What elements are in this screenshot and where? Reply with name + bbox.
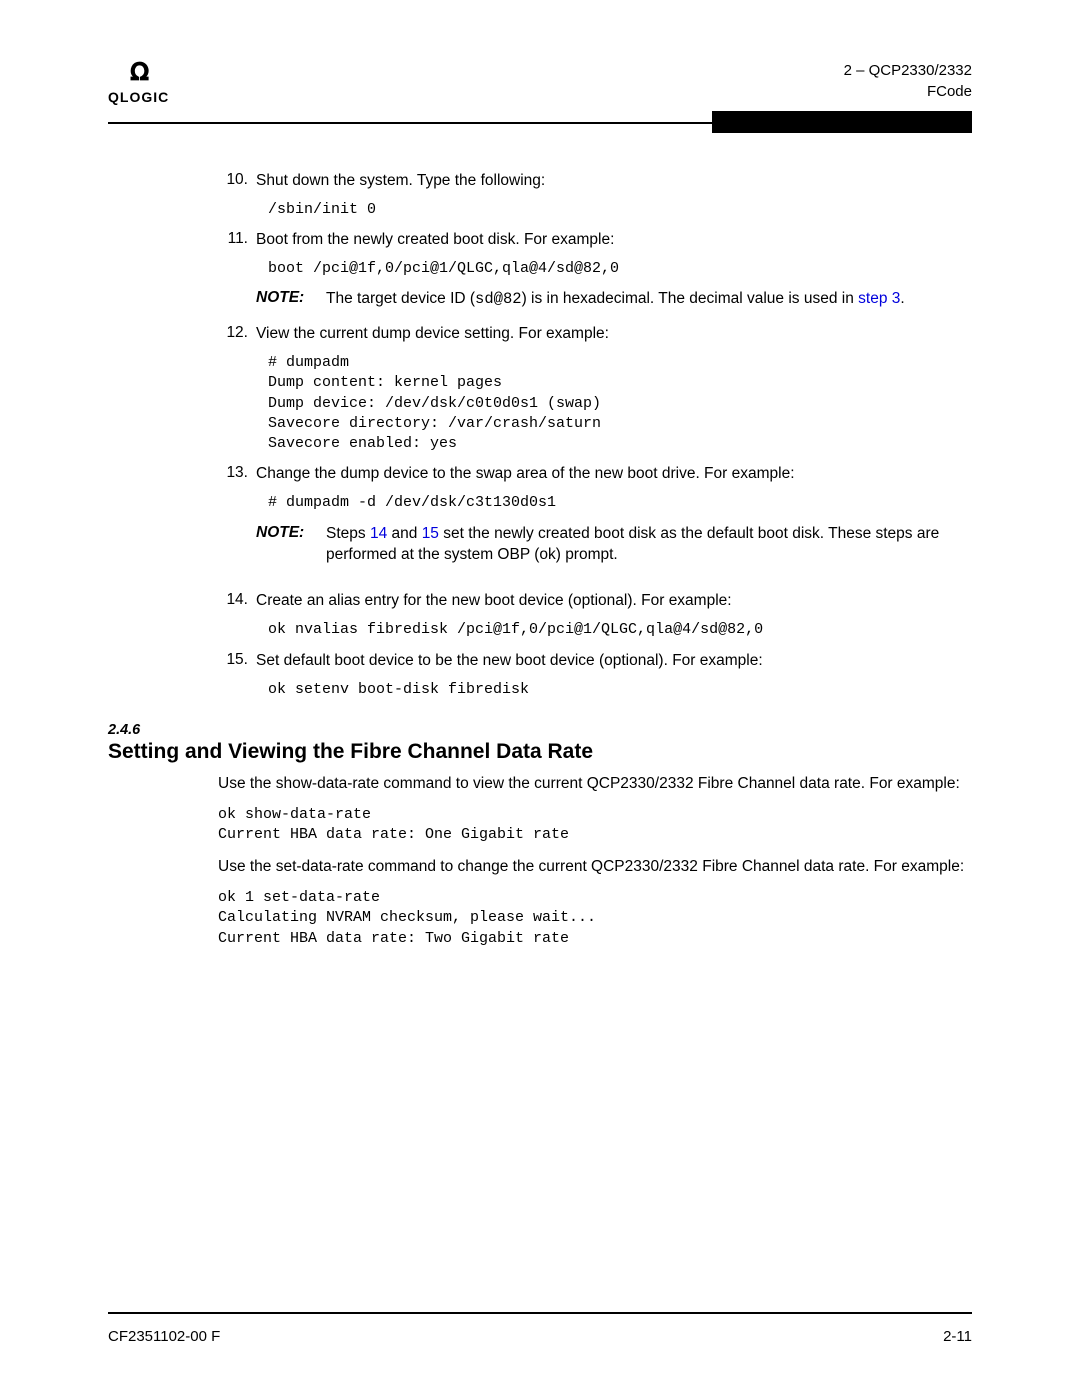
paragraph: Use the set-data-rate command to change …: [218, 857, 972, 878]
code-block: ok setenv boot-disk fibredisk: [268, 680, 972, 700]
content-area: 10. Shut down the system. Type the follo…: [108, 171, 972, 949]
logo-text: QLOGIC: [108, 89, 169, 105]
footer-doc-id: CF2351102-00 F: [108, 1328, 220, 1345]
step-number: 13.: [218, 464, 256, 485]
step-text: View the current dump device setting. Fo…: [256, 324, 972, 345]
step-15: 15. Set default boot device to be the ne…: [218, 651, 972, 672]
link-step-15[interactable]: 15: [422, 525, 439, 542]
note-body: The target device ID (sd@82) is in hexad…: [326, 289, 972, 310]
step-number: 11.: [218, 230, 256, 251]
inline-code: sd@82: [475, 290, 522, 308]
rule-line: [108, 122, 712, 133]
step-text: Boot from the newly created boot disk. F…: [256, 230, 972, 251]
code-block: # dumpadm Dump content: kernel pages Dum…: [268, 353, 972, 454]
note-text: Steps: [326, 525, 370, 542]
step-text: Create an alias entry for the new boot d…: [256, 591, 972, 612]
step-11: 11. Boot from the newly created boot dis…: [218, 230, 972, 251]
section-number: 2.4.6: [108, 722, 972, 738]
note-2: NOTE: Steps 14 and 15 set the newly crea…: [256, 524, 972, 566]
note-text: The target device ID (: [326, 290, 475, 307]
section-title: Setting and Viewing the Fibre Channel Da…: [108, 740, 972, 764]
footer-row: CF2351102-00 F 2-11: [108, 1328, 972, 1345]
rule-block: [712, 111, 972, 133]
code-block: ok 1 set-data-rate Calculating NVRAM che…: [218, 888, 972, 949]
step-number: 12.: [218, 324, 256, 345]
code-block: /sbin/init 0: [268, 200, 972, 220]
logo-icon: 𝛀: [130, 60, 147, 87]
step-text: Shut down the system. Type the following…: [256, 171, 972, 192]
link-step-3[interactable]: step 3: [858, 290, 900, 307]
note-label: NOTE:: [256, 524, 326, 566]
step-text: Set default boot device to be the new bo…: [256, 651, 972, 672]
page-footer: CF2351102-00 F 2-11: [108, 1312, 972, 1345]
code-block: # dumpadm -d /dev/dsk/c3t130d0s1: [268, 493, 972, 513]
note-text: and: [387, 525, 421, 542]
step-number: 14.: [218, 591, 256, 612]
footer-rule: [108, 1312, 972, 1314]
note-body: Steps 14 and 15 set the newly created bo…: [326, 524, 972, 566]
footer-page-number: 2-11: [943, 1328, 972, 1345]
step-number: 10.: [218, 171, 256, 192]
logo: 𝛀 QLOGIC: [108, 60, 169, 105]
step-12: 12. View the current dump device setting…: [218, 324, 972, 345]
page-header: 𝛀 QLOGIC 2 – QCP2330/2332 FCode: [108, 60, 972, 105]
step-text: Change the dump device to the swap area …: [256, 464, 972, 485]
code-block: boot /pci@1f,0/pci@1/QLGC,qla@4/sd@82,0: [268, 259, 972, 279]
link-step-14[interactable]: 14: [370, 525, 387, 542]
note-text: .: [900, 290, 904, 307]
note-label: NOTE:: [256, 289, 326, 310]
step-10: 10. Shut down the system. Type the follo…: [218, 171, 972, 192]
note-1: NOTE: The target device ID (sd@82) is in…: [256, 289, 972, 310]
paragraph: Use the show-data-rate command to view t…: [218, 774, 972, 795]
header-right: 2 – QCP2330/2332 FCode: [844, 60, 972, 102]
step-14: 14. Create an alias entry for the new bo…: [218, 591, 972, 612]
header-section: FCode: [844, 81, 972, 102]
step-13: 13. Change the dump device to the swap a…: [218, 464, 972, 485]
note-text: ) is in hexadecimal. The decimal value i…: [522, 290, 859, 307]
code-block: ok show-data-rate Current HBA data rate:…: [218, 805, 972, 846]
step-number: 15.: [218, 651, 256, 672]
code-block: ok nvalias fibredisk /pci@1f,0/pci@1/QLG…: [268, 620, 972, 640]
header-chapter: 2 – QCP2330/2332: [844, 60, 972, 81]
header-rule: [108, 111, 972, 133]
